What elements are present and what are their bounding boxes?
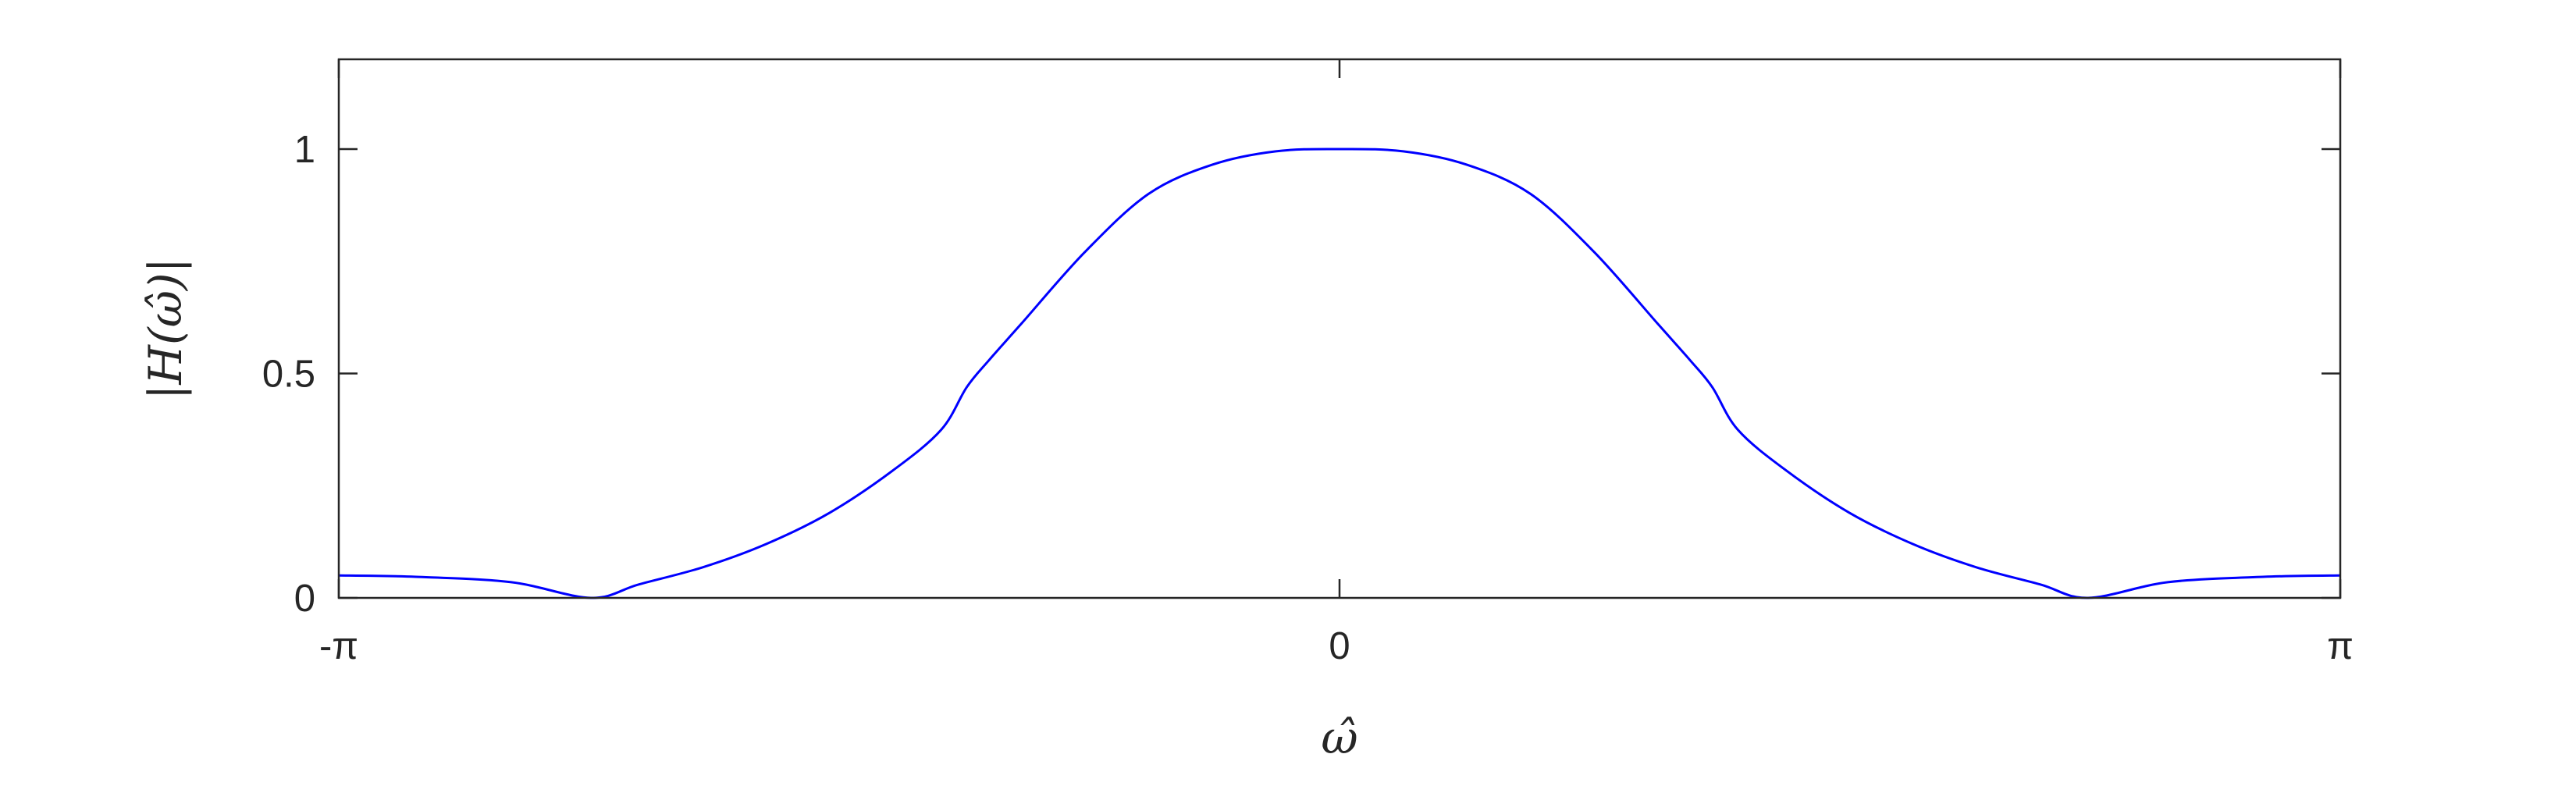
series-line-0 [338, 148, 2341, 599]
plot-area [339, 59, 2340, 598]
plot-frame [337, 58, 2342, 599]
y-tick-label-2: 1 [294, 129, 315, 171]
x-tick-label-1: 0 [1329, 625, 1350, 667]
x-tick-label-0: -π [319, 625, 358, 667]
y-tick-label-1: 0.5 [262, 354, 315, 396]
series-layer [338, 148, 2341, 599]
x-axis-label: ω̂ [1321, 711, 1357, 764]
y-tick-label-0: 0 [294, 578, 315, 620]
x-tick-label-2: π [2327, 625, 2354, 667]
y-axis-label: |H(ω̂)| [139, 258, 192, 400]
